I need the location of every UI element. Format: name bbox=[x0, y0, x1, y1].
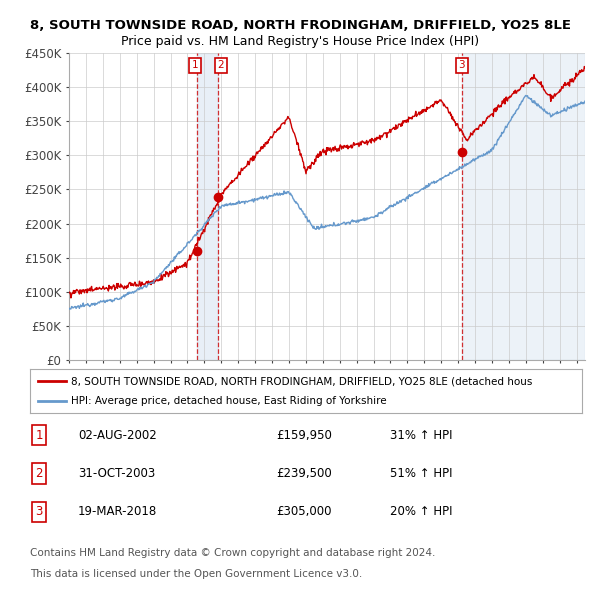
Text: 8, SOUTH TOWNSIDE ROAD, NORTH FRODINGHAM, DRIFFIELD, YO25 8LE: 8, SOUTH TOWNSIDE ROAD, NORTH FRODINGHAM… bbox=[29, 19, 571, 32]
Text: £305,000: £305,000 bbox=[276, 505, 331, 519]
Text: 20% ↑ HPI: 20% ↑ HPI bbox=[390, 505, 452, 519]
Text: 3: 3 bbox=[35, 505, 43, 519]
Bar bbox=[197, 53, 218, 360]
Text: 1: 1 bbox=[191, 60, 198, 70]
Text: 19-MAR-2018: 19-MAR-2018 bbox=[78, 505, 157, 519]
Text: £159,950: £159,950 bbox=[276, 428, 332, 442]
Bar bbox=[461, 53, 585, 360]
Text: 2: 2 bbox=[218, 60, 224, 70]
Text: 2: 2 bbox=[35, 467, 43, 480]
Text: 31-OCT-2003: 31-OCT-2003 bbox=[78, 467, 155, 480]
Text: Price paid vs. HM Land Registry's House Price Index (HPI): Price paid vs. HM Land Registry's House … bbox=[121, 35, 479, 48]
Text: £239,500: £239,500 bbox=[276, 467, 332, 480]
Text: This data is licensed under the Open Government Licence v3.0.: This data is licensed under the Open Gov… bbox=[30, 569, 362, 579]
Text: 8, SOUTH TOWNSIDE ROAD, NORTH FRODINGHAM, DRIFFIELD, YO25 8LE (detached hous: 8, SOUTH TOWNSIDE ROAD, NORTH FRODINGHAM… bbox=[71, 376, 533, 386]
Text: 51% ↑ HPI: 51% ↑ HPI bbox=[390, 467, 452, 480]
Text: 02-AUG-2002: 02-AUG-2002 bbox=[78, 428, 157, 442]
Text: Contains HM Land Registry data © Crown copyright and database right 2024.: Contains HM Land Registry data © Crown c… bbox=[30, 548, 436, 558]
Text: 1: 1 bbox=[35, 428, 43, 442]
Text: HPI: Average price, detached house, East Riding of Yorkshire: HPI: Average price, detached house, East… bbox=[71, 396, 387, 405]
Text: 3: 3 bbox=[458, 60, 465, 70]
Text: 31% ↑ HPI: 31% ↑ HPI bbox=[390, 428, 452, 442]
